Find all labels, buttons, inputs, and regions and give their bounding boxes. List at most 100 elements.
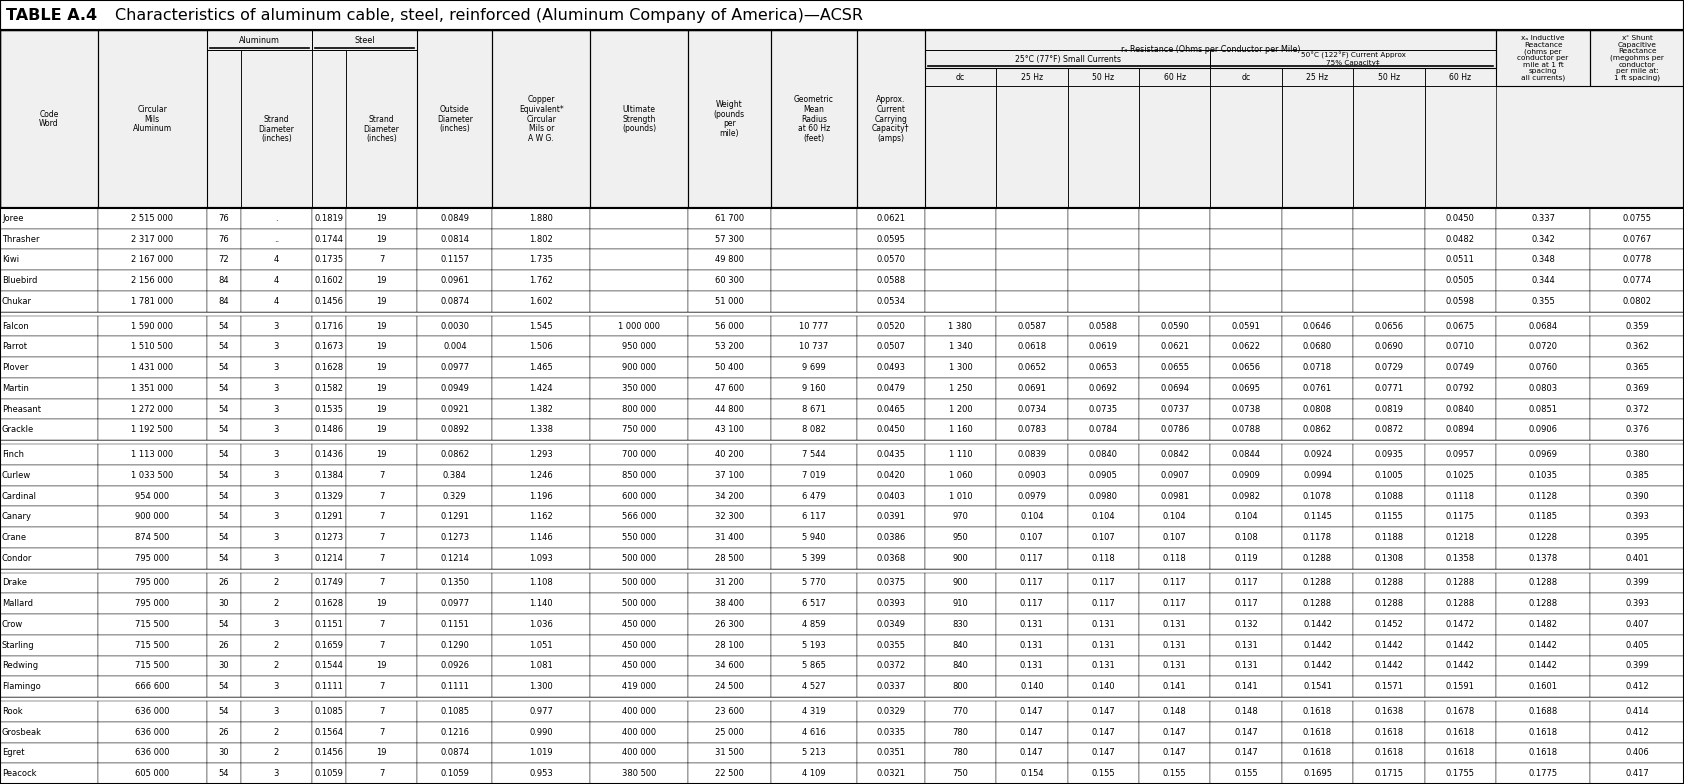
Bar	[1354, 722, 1425, 742]
Bar	[1282, 485, 1354, 506]
Text: 500 000: 500 000	[621, 554, 657, 563]
Bar	[589, 336, 687, 358]
Text: 0.118: 0.118	[1091, 554, 1115, 563]
Bar	[98, 229, 207, 249]
Text: 1.382: 1.382	[529, 405, 554, 413]
Text: 1.802: 1.802	[529, 234, 552, 244]
Bar	[312, 30, 418, 50]
Bar	[241, 506, 312, 527]
Text: 0.0690: 0.0690	[1374, 343, 1403, 351]
Text: 0.380: 0.380	[1625, 450, 1649, 459]
Bar	[1354, 249, 1425, 270]
Bar	[589, 527, 687, 548]
Bar	[1211, 701, 1282, 722]
Text: 830: 830	[953, 620, 968, 629]
Bar	[1590, 358, 1684, 378]
Bar	[1425, 548, 1495, 568]
Bar	[207, 316, 241, 336]
Bar	[857, 485, 925, 506]
Text: 7: 7	[379, 769, 384, 779]
Bar	[0, 465, 98, 485]
Bar	[241, 572, 312, 593]
Bar	[1495, 764, 1590, 784]
Text: 0.0844: 0.0844	[1231, 450, 1261, 459]
Bar	[857, 378, 925, 399]
Text: 0.1155: 0.1155	[1374, 512, 1403, 521]
Bar	[925, 249, 997, 270]
Text: 0.1775: 0.1775	[1529, 769, 1558, 779]
Bar	[1590, 742, 1684, 764]
Text: 700 000: 700 000	[621, 450, 657, 459]
Text: 0.1618: 0.1618	[1529, 749, 1558, 757]
Bar	[98, 677, 207, 697]
Bar	[1590, 208, 1684, 229]
Text: 0.147: 0.147	[1234, 749, 1258, 757]
Bar	[1282, 336, 1354, 358]
Text: 0.0337: 0.0337	[876, 682, 906, 691]
Text: 0.0874: 0.0874	[440, 749, 470, 757]
Text: 0.990: 0.990	[529, 728, 552, 737]
Bar	[1211, 593, 1282, 614]
Text: 0.0692: 0.0692	[1090, 384, 1118, 393]
Bar	[0, 358, 98, 378]
Bar	[1068, 399, 1138, 419]
Text: 4 319: 4 319	[802, 707, 825, 716]
Text: 0.1618: 0.1618	[1447, 728, 1475, 737]
Text: 0.0921: 0.0921	[441, 405, 470, 413]
Bar	[1354, 445, 1425, 465]
Bar	[418, 701, 492, 722]
Bar	[241, 316, 312, 336]
Bar	[925, 614, 997, 635]
Text: dc: dc	[957, 72, 965, 82]
Text: 0.0803: 0.0803	[1529, 384, 1558, 393]
Text: 76: 76	[219, 234, 229, 244]
Text: 450 000: 450 000	[621, 662, 657, 670]
Bar	[98, 358, 207, 378]
Text: 1 250: 1 250	[948, 384, 972, 393]
Bar	[1495, 445, 1590, 465]
Bar	[1138, 635, 1211, 655]
Text: Falcon: Falcon	[2, 321, 29, 331]
Bar	[0, 312, 1684, 316]
Text: 54: 54	[219, 405, 229, 413]
Text: 0.1442: 0.1442	[1374, 641, 1403, 650]
Bar	[1354, 291, 1425, 312]
Text: 0.1288: 0.1288	[1447, 599, 1475, 608]
Text: 636 000: 636 000	[135, 749, 170, 757]
Text: 0.0755: 0.0755	[1622, 214, 1652, 223]
Text: 0.0349: 0.0349	[876, 620, 906, 629]
Bar	[345, 764, 418, 784]
Bar	[997, 68, 1068, 86]
Bar	[1495, 572, 1590, 593]
Text: 0.399: 0.399	[1625, 579, 1649, 587]
Text: 0.1442: 0.1442	[1447, 662, 1475, 670]
Bar	[312, 701, 345, 722]
Bar	[345, 336, 418, 358]
Bar	[687, 419, 771, 440]
Bar	[1590, 485, 1684, 506]
Bar	[1425, 270, 1495, 291]
Bar	[1138, 399, 1211, 419]
Bar	[241, 527, 312, 548]
Bar	[207, 655, 241, 677]
Bar	[1354, 593, 1425, 614]
Bar	[312, 358, 345, 378]
Bar	[1068, 655, 1138, 677]
Text: Peacock: Peacock	[2, 769, 37, 779]
Text: 0.0734: 0.0734	[1017, 405, 1046, 413]
Bar	[1068, 270, 1138, 291]
Text: 31 200: 31 200	[714, 579, 744, 587]
Text: 0.147: 0.147	[1091, 728, 1115, 737]
Bar	[589, 572, 687, 593]
Bar	[207, 485, 241, 506]
Bar	[418, 677, 492, 697]
Text: 26: 26	[219, 579, 229, 587]
Bar	[207, 378, 241, 399]
Text: 0.0710: 0.0710	[1447, 343, 1475, 351]
Bar	[241, 399, 312, 419]
Text: 0.0924: 0.0924	[1303, 450, 1332, 459]
Bar	[1495, 419, 1590, 440]
Bar	[1211, 742, 1282, 764]
Bar	[0, 316, 98, 336]
Text: 76: 76	[219, 214, 229, 223]
